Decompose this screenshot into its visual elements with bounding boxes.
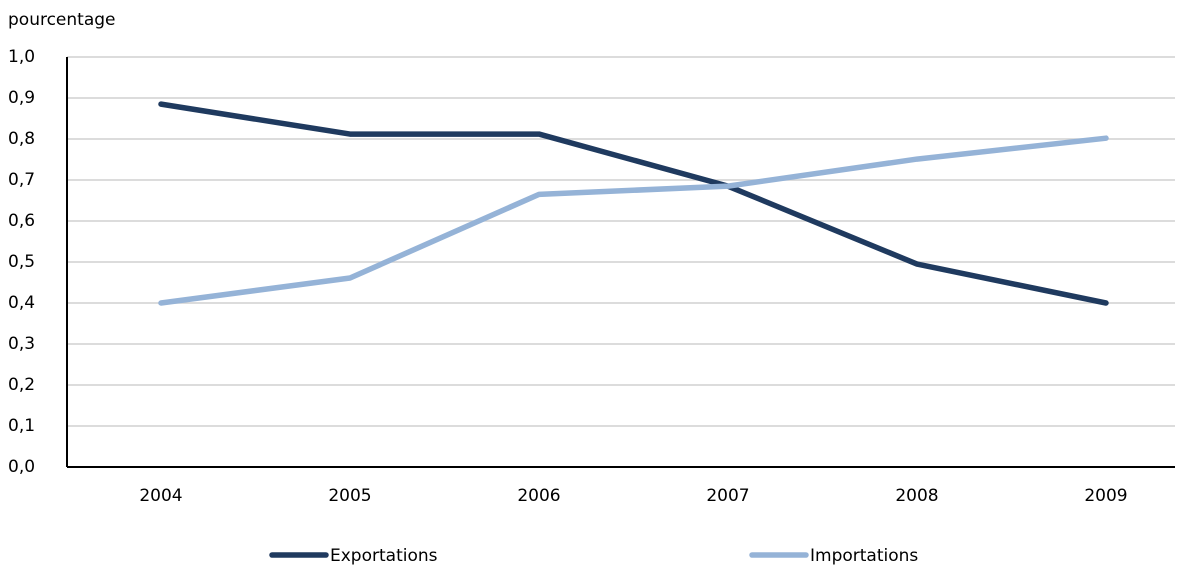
x-tick-label: 2008 xyxy=(895,486,938,506)
data-line xyxy=(158,135,1109,306)
y-tick-label: 0,2 xyxy=(8,375,35,395)
y-tick-label: 0,0 xyxy=(8,457,35,477)
legend-label: Importations xyxy=(810,546,918,566)
y-tick-label: 0,8 xyxy=(8,129,35,149)
y-tick-label: 0,7 xyxy=(8,170,35,190)
x-tick-label: 2009 xyxy=(1084,486,1127,506)
y-tick-label: 0,9 xyxy=(8,88,35,108)
y-tick-label: 0,5 xyxy=(8,252,35,272)
x-tick-label: 2004 xyxy=(139,486,182,506)
y-tick-label: 0,1 xyxy=(8,416,35,436)
x-tick-label: 2007 xyxy=(706,486,749,506)
y-tick-label: 0,3 xyxy=(8,334,35,354)
legend-label: Exportations xyxy=(330,546,438,566)
y-axis-label: pourcentage xyxy=(8,10,116,30)
x-tick-label: 2005 xyxy=(328,486,371,506)
y-tick-label: 0,4 xyxy=(8,293,35,313)
y-tick-label: 1,0 xyxy=(8,47,35,67)
x-tick-label: 2006 xyxy=(517,486,560,506)
y-tick-label: 0,6 xyxy=(8,211,35,231)
data-line xyxy=(158,101,1109,306)
